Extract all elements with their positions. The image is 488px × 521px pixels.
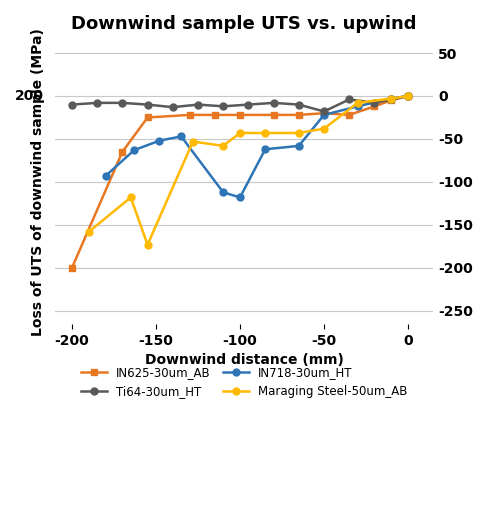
IN625-30um_AB [346, 112, 352, 118]
Ti64-30um_HT [195, 102, 201, 108]
Line: IN718-30um_HT: IN718-30um_HT [102, 93, 411, 201]
Maraging Steel-50um_AB [321, 126, 327, 132]
Ti64-30um_HT [388, 96, 394, 103]
Ti64-30um_HT [220, 103, 226, 109]
IN718-30um_HT [388, 95, 394, 102]
Maraging Steel-50um_AB [144, 242, 150, 248]
IN625-30um_AB [271, 112, 277, 118]
IN718-30um_HT [355, 103, 361, 109]
Legend: IN625-30um_AB, Ti64-30um_HT, IN718-30um_HT, Maraging Steel-50um_AB: IN625-30um_AB, Ti64-30um_HT, IN718-30um_… [76, 362, 412, 403]
Y-axis label: Loss of UTS of downwind sample (MPa): Loss of UTS of downwind sample (MPa) [31, 28, 45, 336]
Maraging Steel-50um_AB [237, 130, 243, 136]
Maraging Steel-50um_AB [355, 100, 361, 106]
Ti64-30um_HT [271, 100, 277, 106]
Line: IN625-30um_AB: IN625-30um_AB [68, 93, 411, 271]
IN625-30um_AB [144, 115, 150, 121]
Maraging Steel-50um_AB [220, 143, 226, 149]
Maraging Steel-50um_AB [296, 130, 302, 136]
IN625-30um_AB [296, 112, 302, 118]
IN625-30um_AB [186, 112, 192, 118]
IN625-30um_AB [388, 97, 394, 103]
Ti64-30um_HT [405, 93, 411, 99]
IN718-30um_HT [296, 143, 302, 149]
Maraging Steel-50um_AB [128, 194, 134, 201]
IN625-30um_AB [371, 103, 377, 109]
IN718-30um_HT [102, 173, 108, 179]
Maraging Steel-50um_AB [405, 93, 411, 99]
Title: Downwind sample UTS vs. upwind: Downwind sample UTS vs. upwind [71, 15, 417, 33]
Maraging Steel-50um_AB [86, 229, 92, 235]
IN718-30um_HT [131, 147, 137, 153]
Ti64-30um_HT [170, 104, 176, 110]
Line: Ti64-30um_HT: Ti64-30um_HT [68, 93, 411, 115]
Maraging Steel-50um_AB [262, 130, 268, 136]
Ti64-30um_HT [120, 100, 125, 106]
IN625-30um_AB [120, 149, 125, 155]
IN625-30um_AB [405, 93, 411, 99]
IN718-30um_HT [220, 189, 226, 195]
IN718-30um_HT [178, 133, 184, 140]
IN625-30um_AB [321, 110, 327, 116]
Ti64-30um_HT [346, 96, 352, 103]
Text: 200: 200 [15, 89, 44, 103]
IN718-30um_HT [321, 112, 327, 118]
Maraging Steel-50um_AB [190, 139, 196, 145]
Ti64-30um_HT [371, 100, 377, 106]
IN718-30um_HT [262, 146, 268, 153]
Line: Maraging Steel-50um_AB: Maraging Steel-50um_AB [85, 93, 411, 248]
IN718-30um_HT [156, 138, 162, 144]
Ti64-30um_HT [94, 100, 100, 106]
Ti64-30um_HT [321, 108, 327, 115]
IN718-30um_HT [237, 194, 243, 201]
Maraging Steel-50um_AB [388, 95, 394, 102]
Ti64-30um_HT [69, 102, 75, 108]
IN625-30um_AB [237, 112, 243, 118]
IN625-30um_AB [212, 112, 218, 118]
Ti64-30um_HT [144, 102, 150, 108]
X-axis label: Downwind distance (mm): Downwind distance (mm) [145, 353, 344, 367]
Ti64-30um_HT [296, 102, 302, 108]
IN625-30um_AB [69, 265, 75, 271]
IN718-30um_HT [405, 93, 411, 99]
Ti64-30um_HT [245, 102, 251, 108]
